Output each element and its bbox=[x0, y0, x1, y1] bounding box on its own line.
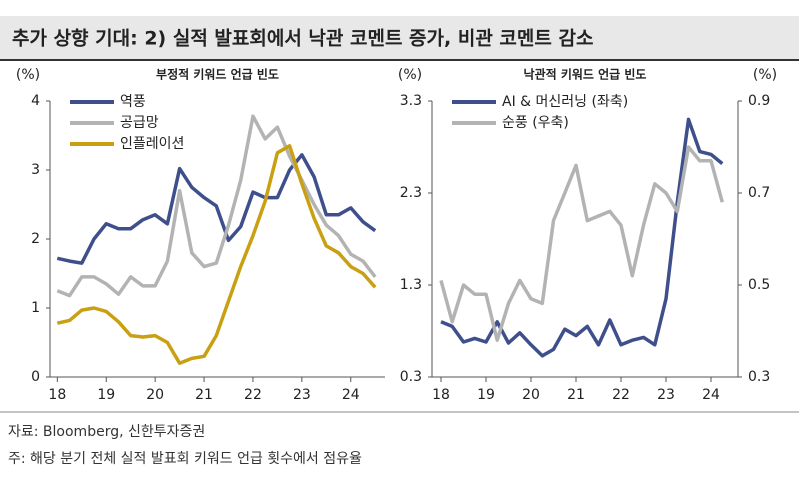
series-line bbox=[56, 144, 377, 365]
x-tick-label: 22 bbox=[244, 387, 262, 403]
x-tick-label: 19 bbox=[97, 387, 115, 403]
y-tick-label: 0 bbox=[31, 369, 40, 385]
legend-label: 순풍 (우축) bbox=[502, 115, 569, 131]
x-tick-label: 20 bbox=[522, 387, 540, 403]
y-tick-label: 2.3 bbox=[400, 185, 422, 201]
y-axis-unit: (%) bbox=[398, 67, 422, 83]
x-tick-label: 19 bbox=[477, 387, 495, 403]
legend-label: 인플레이션 bbox=[120, 136, 184, 152]
series-line bbox=[56, 153, 377, 265]
y2-tick-label: 0.3 bbox=[748, 369, 770, 385]
y-tick-label: 2 bbox=[31, 231, 40, 247]
y2-tick-label: 0.9 bbox=[748, 93, 770, 109]
x-tick-label: 22 bbox=[612, 387, 630, 403]
x-tick-label: 21 bbox=[567, 387, 585, 403]
x-tick-label: 21 bbox=[195, 387, 213, 403]
y-tick-label: 0.3 bbox=[400, 369, 422, 385]
y-tick-label: 3.3 bbox=[400, 93, 422, 109]
x-tick-label: 20 bbox=[146, 387, 164, 403]
footnote: 주: 해당 분기 전체 실적 발표회 키워드 언급 횟수에서 점유율 bbox=[8, 451, 362, 467]
y-tick-label: 1.3 bbox=[400, 277, 422, 293]
y2-tick-label: 0.7 bbox=[748, 185, 770, 201]
legend-label: 역풍 bbox=[120, 94, 146, 110]
y2-axis-unit: (%) bbox=[753, 67, 777, 83]
title-bar bbox=[0, 16, 799, 60]
series-line bbox=[439, 145, 724, 342]
legend-label: 공급망 bbox=[120, 115, 159, 131]
page-title: 추가 상향 기대: 2) 실적 발표회에서 낙관 코멘트 증가, 비관 코멘트 … bbox=[12, 28, 593, 50]
series-line bbox=[440, 117, 724, 358]
y2-tick-label: 0.5 bbox=[748, 277, 770, 293]
series-line bbox=[56, 114, 377, 298]
y-tick-label: 3 bbox=[31, 162, 40, 178]
y-tick-label: 1 bbox=[31, 300, 40, 316]
chart-title: 낙관적 키워드 언급 빈도 bbox=[524, 67, 647, 82]
x-tick-label: 18 bbox=[48, 387, 66, 403]
source-note: 자료: Bloomberg, 신한투자증권 bbox=[8, 424, 205, 440]
chart-title: 부정적 키워드 언급 빈도 bbox=[156, 67, 279, 82]
y-tick-label: 4 bbox=[31, 93, 40, 109]
x-tick-label: 24 bbox=[702, 387, 720, 403]
y-axis-unit: (%) bbox=[16, 67, 40, 83]
x-tick-label: 18 bbox=[432, 387, 450, 403]
x-tick-label: 24 bbox=[342, 387, 360, 403]
legend-label: AI & 머신러닝 (좌축) bbox=[502, 94, 628, 110]
x-tick-label: 23 bbox=[293, 387, 311, 403]
x-tick-label: 23 bbox=[657, 387, 675, 403]
